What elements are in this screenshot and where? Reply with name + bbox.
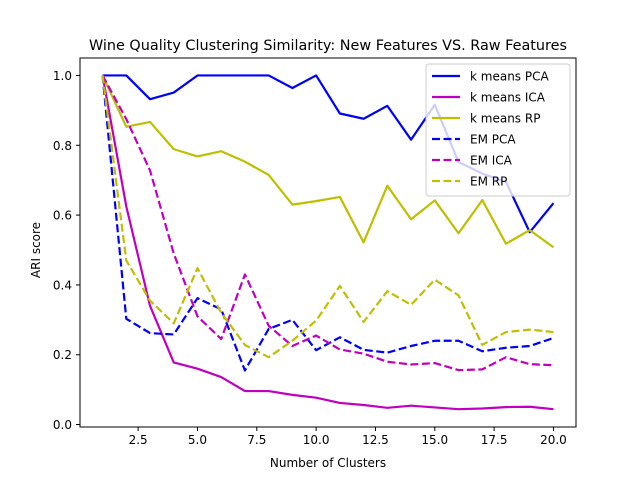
series-line-5 [101,75,554,359]
y-tick-label: 0.0 [53,418,72,432]
legend-label-0: k means PCA [470,70,549,84]
x-tick-label: 20.0 [540,433,567,447]
x-tick-label: 15.0 [421,433,448,447]
x-tick-label: 7.5 [247,433,266,447]
legend-label-2: k means RP [470,112,540,126]
chart-title: Wine Quality Clustering Similarity: New … [89,38,567,54]
y-tick-label: 0.4 [53,278,72,292]
legend-label-1: k means ICA [470,91,546,105]
series-line-2 [101,74,555,249]
x-tick-label: 5.0 [188,433,207,447]
y-tick-label: 1.0 [53,69,72,83]
legend-label-5: EM RP [470,175,507,189]
y-tick-label: 0.6 [53,209,72,223]
y-tick-label: 0.8 [53,139,72,153]
x-tick-label: 17.5 [481,433,508,447]
x-tick-label: 10.0 [303,433,330,447]
legend-label-4: EM ICA [470,154,513,168]
axes: 2.5 5.0 7.5 10.0 12.5 15.0 17.5 20.0 0.0 0.2 0.4 0.… [53,57,577,447]
axes-frame [79,57,577,428]
series-line-1 [101,75,554,411]
y-axis-label: ARI score [29,222,43,278]
legend-box [425,63,571,197]
legend: k means PCA k means ICA k means RP EM PCA EM… [425,63,571,197]
x-tick-label: 2.5 [129,433,148,447]
y-tick-label: 0.2 [53,348,72,362]
legend-label-3: EM PCA [470,133,516,147]
series-line-4 [101,74,554,372]
x-axis-label: Number of Clusters [270,456,386,470]
x-tick-label: 12.5 [362,433,389,447]
